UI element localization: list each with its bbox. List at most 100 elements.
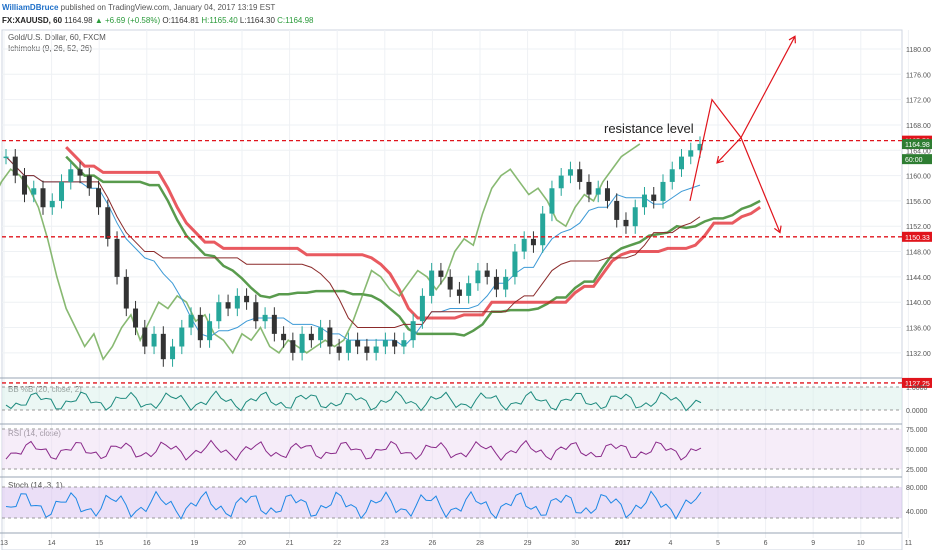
time-tick-label: 11 [905, 540, 912, 547]
price-axis: 1165.521150.331127.251164.9860:001132.00… [902, 47, 932, 516]
time-tick-label: 26 [429, 540, 437, 547]
symbol-ticker[interactable]: FX:XAUUSD, 60 [2, 16, 63, 25]
time-tick-label: 2017 [615, 540, 631, 547]
candle-body [308, 333, 314, 341]
candle-body [3, 156, 9, 159]
price-tick-label: 1132.00 [906, 351, 931, 358]
candle-body [68, 169, 74, 182]
candle-body [59, 181, 65, 201]
high-value: H:1165.40 [201, 16, 238, 25]
stoch-legend[interactable]: Stoch (14, 3, 1) [8, 481, 63, 490]
candle-body [623, 219, 629, 227]
time-tick-label: 19 [191, 540, 199, 547]
candle-body [86, 175, 92, 189]
last-price: 1164.98 [64, 16, 93, 25]
time-tick-label: 16 [143, 540, 151, 547]
candle-body [678, 156, 684, 170]
candle-body [382, 340, 388, 347]
candle-body [688, 150, 694, 157]
candle-body [31, 188, 37, 195]
candle-body [12, 156, 18, 176]
candle-body [105, 207, 111, 239]
time-tick-label: 10 [857, 540, 865, 547]
candle-body [429, 270, 435, 296]
price-tick-label: 1148.00 [906, 250, 931, 257]
candle-body [373, 346, 379, 353]
level-price-tag [902, 231, 932, 242]
candle-body [170, 346, 176, 360]
candle-body [419, 295, 425, 322]
candle-body [345, 340, 351, 353]
current-price-label: 60:00 [905, 157, 923, 164]
candle-body [530, 238, 536, 246]
candle-body [651, 194, 657, 201]
candle-body [77, 169, 83, 176]
price-tick-label: 1156.00 [906, 199, 931, 206]
horizontal-levels [2, 140, 902, 384]
projection-arrows [689, 35, 796, 234]
candle-body [96, 188, 102, 208]
rsi-tick-label: 50.000 [906, 447, 928, 454]
candle-body [290, 340, 296, 353]
candle-body [133, 308, 139, 328]
candle-body [40, 188, 46, 208]
candle-body [632, 207, 638, 227]
projection-arrow [689, 98, 742, 202]
price-tick-label: 1140.00 [906, 300, 931, 307]
bb-line [5, 390, 702, 412]
stoch-line [5, 490, 702, 520]
main-chart-title: Gold/U.S. Dollar, 60, FXCM [8, 33, 106, 42]
publisher-username[interactable]: WilliamDBruce [2, 3, 59, 12]
time-tick-label: 6 [764, 540, 768, 547]
senkou-span-a [65, 155, 761, 337]
candle-body [160, 333, 166, 360]
candle-body [392, 340, 398, 347]
rsi-tick-label: 25.000 [906, 467, 928, 474]
candle-body [493, 276, 499, 290]
candle-body [586, 181, 592, 195]
stoch-tick-label: 40.000 [906, 509, 928, 516]
candle-body [234, 295, 240, 309]
bb-band [2, 387, 902, 410]
bb-tick-label: 1.0000 [906, 385, 928, 392]
candle-body [49, 200, 55, 208]
candle-body [540, 213, 546, 246]
projection-arrowhead [716, 155, 724, 164]
candle-body [447, 276, 453, 290]
indicator-panels [2, 386, 902, 520]
price-tick-label: 1176.00 [906, 72, 931, 79]
candle-body [225, 302, 231, 309]
rsi-line [5, 439, 702, 462]
resistance-annotation: resistance level [604, 121, 694, 136]
projection-arrowhead [774, 225, 782, 234]
price-tick-label: 1152.00 [906, 224, 931, 231]
candle-body [456, 289, 462, 296]
candle-body [318, 327, 324, 341]
price-tick-label: 1136.00 [906, 326, 931, 333]
candle-body [197, 314, 203, 341]
candle-body [364, 346, 370, 353]
candle-body [475, 270, 481, 284]
low-value: L:1164.30 [239, 16, 275, 25]
candle-body [262, 314, 268, 322]
candle-body [438, 270, 444, 277]
candle-body [410, 321, 416, 341]
candle-body [216, 302, 222, 322]
time-tick-label: 14 [48, 540, 56, 547]
time-tick-label: 30 [571, 540, 579, 547]
price-tick-label: 1164.00 [906, 148, 931, 155]
projection-arrowhead [788, 35, 796, 44]
bb-tick-label: 0.0000 [906, 408, 928, 415]
price-tick-label: 1180.00 [906, 47, 931, 54]
price-tick-label: 1160.00 [906, 174, 931, 181]
time-tick-label: 21 [286, 540, 294, 547]
close-value: C:1164.98 [277, 16, 314, 25]
candle-body [281, 333, 287, 341]
stoch-band [2, 487, 902, 518]
candle-body [558, 175, 564, 189]
candle-body [188, 314, 194, 328]
time-tick-label: 5 [716, 540, 720, 547]
current-price-tag [902, 154, 932, 165]
candle-body [595, 188, 601, 195]
